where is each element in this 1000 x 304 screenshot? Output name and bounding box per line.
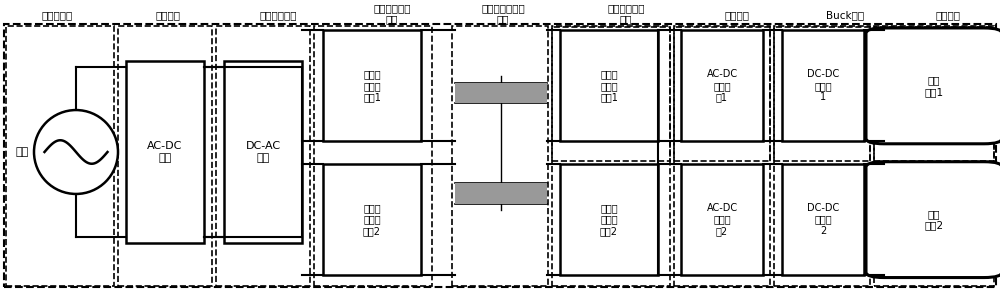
Text: 高频逆变电路: 高频逆变电路 bbox=[259, 11, 297, 21]
Text: 电池
负载1: 电池 负载1 bbox=[924, 75, 944, 97]
Text: AC-DC
整流电
路1: AC-DC 整流电 路1 bbox=[706, 69, 738, 102]
Text: 原边谐
振补偿
电路2: 原边谐 振补偿 电路2 bbox=[363, 203, 381, 236]
Text: 副边谐振补偿
电路: 副边谐振补偿 电路 bbox=[607, 3, 645, 25]
FancyBboxPatch shape bbox=[323, 30, 421, 141]
FancyBboxPatch shape bbox=[455, 183, 547, 204]
Text: 电网接入端: 电网接入端 bbox=[41, 11, 73, 21]
FancyBboxPatch shape bbox=[782, 164, 864, 275]
Text: 整流电路: 整流电路 bbox=[724, 11, 750, 21]
FancyBboxPatch shape bbox=[224, 61, 302, 243]
Text: 副边谐
振补偿
电路1: 副边谐 振补偿 电路1 bbox=[600, 69, 618, 102]
Text: AC-DC
整流: AC-DC 整流 bbox=[147, 141, 183, 163]
FancyBboxPatch shape bbox=[323, 164, 421, 275]
Text: DC-AC
逆变: DC-AC 逆变 bbox=[245, 141, 281, 163]
Text: 电网: 电网 bbox=[15, 147, 29, 157]
Text: Buck电路: Buck电路 bbox=[826, 11, 864, 21]
Text: 原边谐振补偿
电路: 原边谐振补偿 电路 bbox=[373, 3, 411, 25]
Text: 副边谐
振补偿
电路2: 副边谐 振补偿 电路2 bbox=[600, 203, 618, 236]
FancyBboxPatch shape bbox=[866, 162, 1000, 278]
FancyBboxPatch shape bbox=[455, 83, 547, 103]
Text: 整流电路: 整流电路 bbox=[156, 11, 180, 21]
FancyBboxPatch shape bbox=[126, 61, 204, 243]
Text: DC-DC
变换器
2: DC-DC 变换器 2 bbox=[807, 203, 839, 236]
FancyBboxPatch shape bbox=[782, 30, 864, 141]
FancyBboxPatch shape bbox=[681, 164, 763, 275]
FancyBboxPatch shape bbox=[560, 30, 658, 141]
Ellipse shape bbox=[34, 110, 118, 194]
Text: AC-DC
整流电
路2: AC-DC 整流电 路2 bbox=[706, 203, 738, 236]
FancyBboxPatch shape bbox=[866, 28, 1000, 144]
Text: 原边谐
振补偿
电路1: 原边谐 振补偿 电路1 bbox=[363, 69, 381, 102]
Text: 双面共芯磁耦合
机构: 双面共芯磁耦合 机构 bbox=[481, 3, 525, 25]
Text: 电池负载: 电池负载 bbox=[936, 11, 960, 21]
FancyBboxPatch shape bbox=[560, 164, 658, 275]
Text: 电池
负载2: 电池 负载2 bbox=[924, 209, 944, 230]
FancyBboxPatch shape bbox=[681, 30, 763, 141]
Text: DC-DC
变换器
1: DC-DC 变换器 1 bbox=[807, 69, 839, 102]
